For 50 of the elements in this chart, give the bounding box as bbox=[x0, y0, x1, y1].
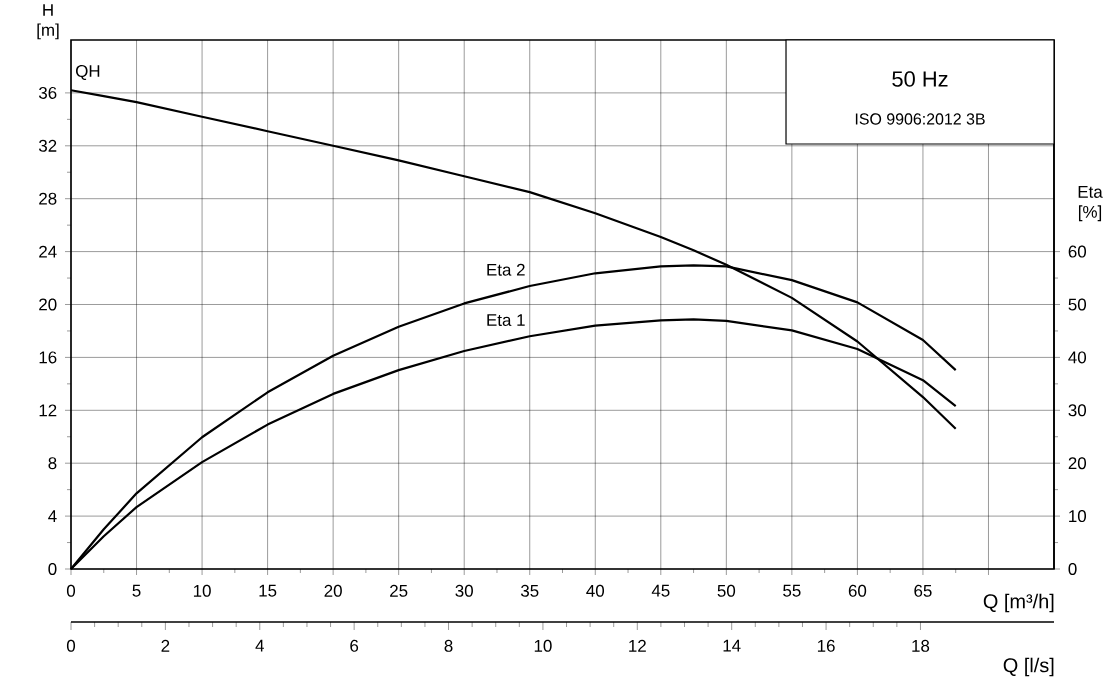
y2-tick-label: 50 bbox=[1068, 298, 1087, 311]
x-axis-title: Q [m³/h] bbox=[983, 593, 1054, 613]
y2-tick-label: 0 bbox=[1068, 563, 1077, 575]
x-tick-label: 30 bbox=[455, 584, 473, 597]
x2-tick-label: 16 bbox=[817, 639, 835, 652]
x2-tick-label: 12 bbox=[629, 639, 646, 652]
x-tick-label: 50 bbox=[717, 584, 736, 597]
x2-tick-label: 0 bbox=[66, 639, 76, 652]
x-tick-label: 15 bbox=[259, 584, 277, 597]
x-tick-label: 20 bbox=[324, 584, 342, 597]
y2-tick-label: 10 bbox=[1069, 510, 1087, 523]
y2-tick-label: 40 bbox=[1068, 351, 1087, 364]
y-tick-label: 12 bbox=[39, 404, 57, 417]
y-tick-label: 24 bbox=[39, 245, 57, 258]
x-tick-label: 65 bbox=[914, 584, 932, 597]
x2-tick-label: 2 bbox=[161, 639, 170, 652]
x2-tick-label: 8 bbox=[444, 639, 453, 652]
y-tick-label: 36 bbox=[38, 86, 57, 99]
y2-tick-label: 30 bbox=[1068, 404, 1087, 417]
x2-tick-label: 14 bbox=[723, 639, 741, 652]
annotation: ISO 9906:2012 3B bbox=[855, 113, 985, 125]
y-tick-label: 28 bbox=[39, 192, 57, 205]
x-tick-label: 10 bbox=[193, 584, 211, 597]
x-tick-label: 5 bbox=[132, 584, 141, 597]
x2-tick-label: 4 bbox=[255, 639, 264, 652]
x-tick-label: 60 bbox=[848, 584, 867, 597]
x-tick-label: 45 bbox=[651, 584, 670, 597]
y2-axis-title: Eta [%] bbox=[1078, 186, 1103, 222]
x-tick-label: 0 bbox=[66, 584, 76, 597]
x-tick-label: 25 bbox=[390, 584, 408, 597]
y2-tick-label: 20 bbox=[1068, 457, 1087, 470]
x-tick-label: 55 bbox=[783, 584, 801, 597]
y-axis-title: H [m] bbox=[37, 4, 59, 40]
y-tick-label: 8 bbox=[48, 457, 57, 470]
y-tick-label: 0 bbox=[48, 563, 57, 575]
y-tick-label: 32 bbox=[38, 139, 57, 152]
x-tick-label: 40 bbox=[586, 584, 605, 597]
y-tick-label: 20 bbox=[39, 298, 57, 311]
series-label: Eta 1 bbox=[487, 314, 525, 327]
y2-tick-label: 60 bbox=[1068, 245, 1087, 258]
x2-tick-label: 10 bbox=[534, 639, 552, 652]
x2-axis-title: Q [l/s] bbox=[1003, 657, 1054, 677]
series-label: Eta 2 bbox=[487, 263, 525, 276]
series-label: QH bbox=[76, 65, 100, 81]
y-tick-label: 16 bbox=[39, 351, 57, 364]
x2-tick-label: 6 bbox=[350, 639, 359, 652]
x-tick-label: 35 bbox=[520, 584, 539, 597]
x2-tick-label: 18 bbox=[912, 639, 930, 652]
annotation: 50 Hz bbox=[892, 71, 948, 87]
y-tick-label: 4 bbox=[48, 510, 57, 522]
